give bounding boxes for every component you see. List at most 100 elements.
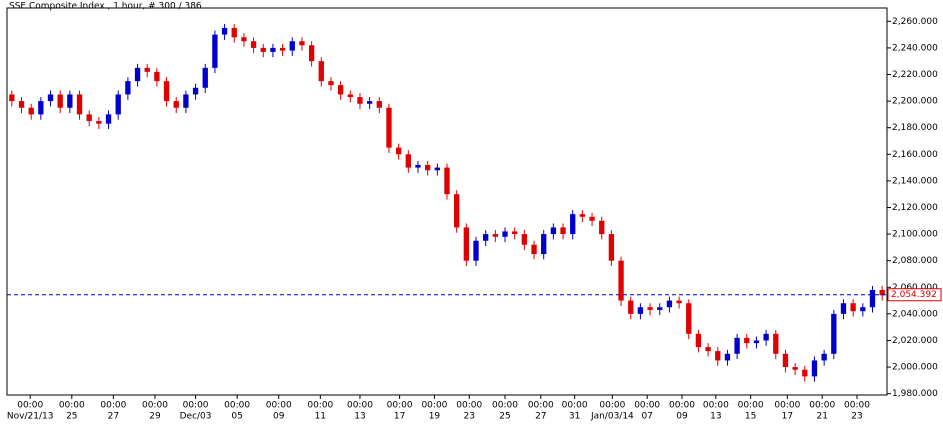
candle-body: [250, 41, 257, 48]
x-tick-time: 00:00: [809, 401, 835, 411]
x-tick-time: 00:00: [703, 401, 729, 411]
x-tick-label: 17: [394, 412, 405, 422]
candle-body: [454, 194, 460, 228]
candle-body: [405, 154, 411, 168]
x-tick-label: Jan/03/14: [590, 412, 634, 422]
candle-body: [724, 353, 731, 361]
x-tick-time: 00:00: [347, 401, 373, 411]
candle-body: [492, 234, 499, 237]
x-tick-label: 25: [499, 412, 510, 422]
x-tick-label: 27: [108, 412, 119, 422]
x-tick-label: 07: [641, 412, 652, 422]
x-tick-label: 09: [273, 412, 285, 422]
candle-body: [47, 94, 54, 102]
candle-body: [637, 307, 644, 314]
candle-body: [318, 61, 324, 82]
x-tick-time: 00:00: [421, 401, 447, 411]
x-tick-time: 00:00: [183, 401, 209, 411]
candle-body: [163, 81, 170, 102]
y-tick-label: 1,980.000: [892, 389, 938, 399]
x-tick-time: 00:00: [634, 401, 660, 411]
candle-body: [357, 97, 363, 104]
candle-body: [512, 231, 518, 235]
x-tick-label: 29: [149, 412, 161, 422]
candle-body: [618, 260, 624, 301]
candle-body: [821, 353, 827, 361]
candle-body: [753, 340, 760, 344]
candle-body: [134, 67, 141, 82]
candle-body: [850, 303, 856, 312]
x-tick-time: 00:00: [100, 401, 126, 411]
x-tick-label: 13: [354, 412, 365, 422]
candle-body: [608, 234, 615, 261]
candle-body: [483, 234, 489, 241]
x-tick-label: 09: [676, 412, 688, 422]
candle-body: [647, 307, 653, 310]
candle-body: [337, 85, 344, 95]
candle-body: [18, 101, 25, 108]
x-tick-label: Nov/21/13: [7, 412, 54, 422]
candle-body: [366, 101, 373, 104]
x-tick-label: 23: [464, 412, 475, 422]
candle-body: [686, 303, 692, 334]
y-tick-label: 2,120.000: [892, 203, 938, 213]
y-tick-label: 2,040.000: [892, 309, 938, 319]
candle-body: [125, 81, 131, 95]
candle-body: [792, 367, 798, 370]
y-tick-label: 2,200.000: [892, 97, 938, 107]
x-tick-label: 23: [851, 412, 862, 422]
candle-body: [463, 227, 469, 261]
y-tick-label: 2,060.000: [892, 283, 938, 293]
x-tick-time: 00:00: [59, 401, 85, 411]
y-tick-label: 2,000.000: [892, 363, 938, 373]
candle-body: [67, 94, 73, 108]
x-tick-label: 27: [535, 412, 546, 422]
y-tick-label: 2,020.000: [892, 336, 938, 346]
x-tick-label: 05: [231, 412, 242, 422]
candle-body: [570, 214, 576, 235]
plot-frame: [6, 7, 888, 396]
candle-body: [38, 101, 44, 115]
x-tick-label: 31: [569, 412, 580, 422]
x-tick-time: 00:00: [599, 401, 625, 411]
candle-body: [57, 94, 63, 108]
candle-body: [695, 333, 702, 348]
x-tick-label: 15: [745, 412, 756, 422]
candle-body: [415, 164, 421, 168]
candle-body: [105, 114, 112, 124]
candle-body: [260, 47, 266, 52]
candle-body: [115, 94, 121, 115]
candle-body: [705, 347, 711, 352]
candle-body: [76, 94, 83, 115]
candle-body: [860, 307, 866, 312]
candle-body: [173, 101, 179, 108]
x-tick-label: 25: [66, 412, 77, 422]
x-tick-time: 00:00: [142, 401, 168, 411]
candle-body: [831, 313, 837, 354]
x-tick-time: 00:00: [528, 401, 554, 411]
candle-body: [734, 337, 740, 354]
candle-body: [502, 231, 508, 237]
y-tick-label: 2,260.000: [892, 17, 938, 27]
y-tick-label: 2,160.000: [892, 150, 938, 160]
candle-body: [144, 67, 150, 72]
candle-body: [270, 47, 276, 52]
candle-body: [86, 114, 92, 122]
y-tick-label: 2,080.000: [892, 256, 938, 266]
candle-body: [444, 167, 450, 195]
y-tick-label: 2,140.000: [892, 176, 938, 186]
y-tick-label: 2,180.000: [892, 123, 938, 133]
candle-body: [676, 300, 682, 304]
candle-body: [657, 307, 663, 310]
candle-body: [599, 220, 605, 235]
x-tick-time: 00:00: [307, 401, 333, 411]
y-tick-label: 2,100.000: [892, 230, 938, 240]
candle-body: [299, 41, 305, 46]
candle-body: [666, 300, 673, 308]
candle-body: [192, 87, 199, 95]
candle-body: [744, 337, 750, 344]
candle-body: [395, 147, 402, 155]
x-tick-label: 11: [315, 412, 326, 422]
candle-body: [202, 67, 208, 88]
